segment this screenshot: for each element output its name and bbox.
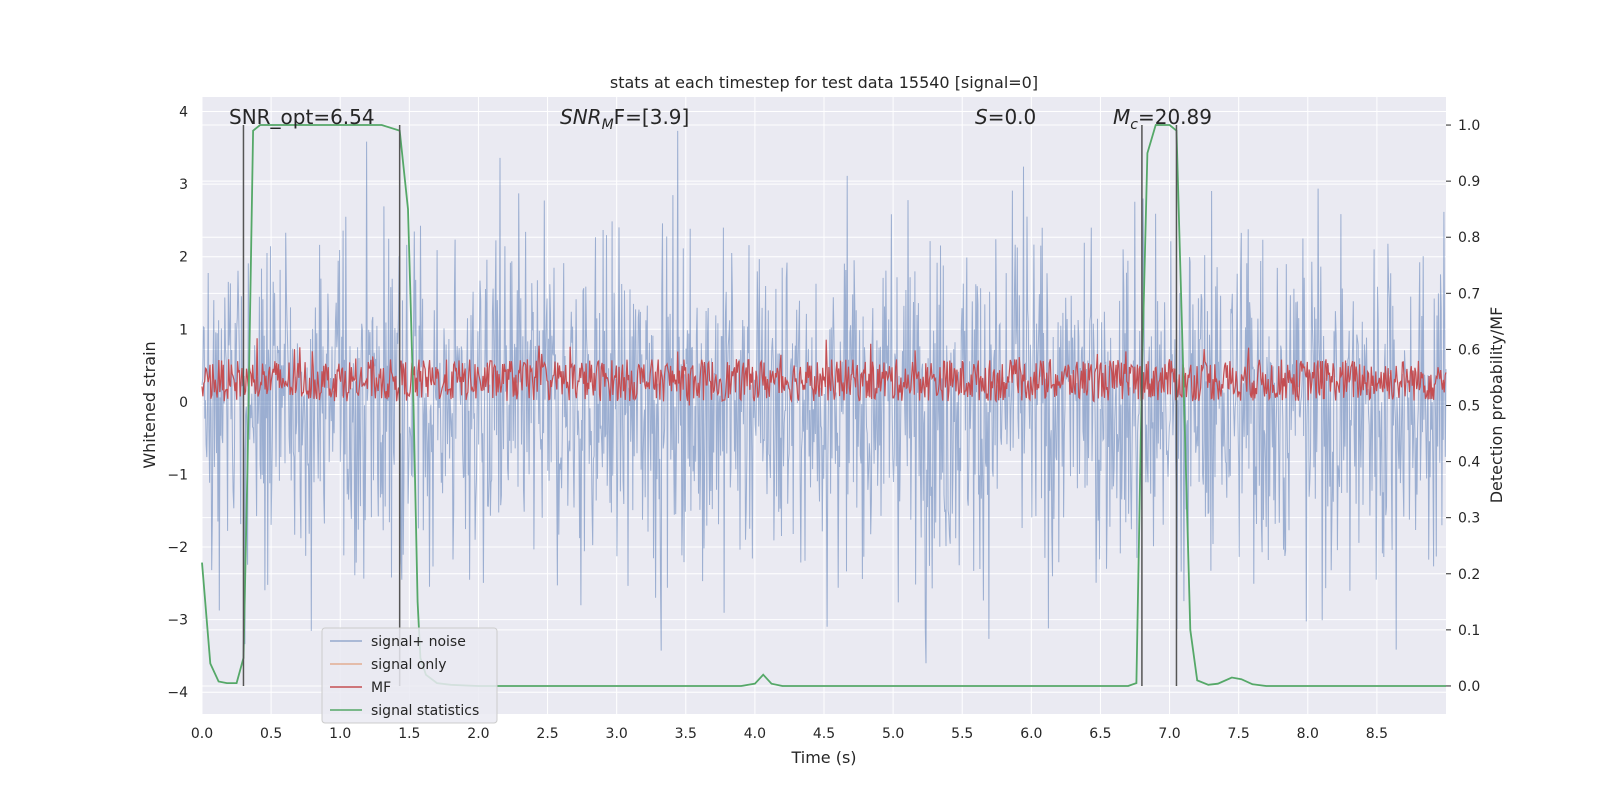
x-tick-label: 5.5	[951, 726, 973, 742]
legend-box	[321, 627, 498, 724]
x-tick-label: 6.5	[1089, 726, 1111, 742]
y-tick-label: −1	[167, 467, 188, 483]
y2-tick-label: 0.4	[1458, 455, 1480, 471]
x-tick-label: 2.5	[536, 726, 558, 742]
series-signal-statistics	[201, 124, 1446, 687]
marker-lines	[242, 125, 1178, 686]
y2-tick-label: 0.3	[1458, 511, 1480, 527]
y-tick-label: −4	[167, 685, 188, 701]
chart-title: stats at each timestep for test data 155…	[610, 73, 1038, 92]
y2-tick-label: 0.1	[1458, 623, 1480, 639]
x-tick-label: 7.0	[1158, 726, 1180, 742]
x-tick-labels: 0.0 0.5 1.0 1.5 2.0 2.5 3.0 3.5 4.0 4.5 5.0 5.5 6.0 6…	[191, 726, 1388, 742]
y2-tick-labels: 0.0 0.1 0.2 0.3 0.4 0.5 0.6 0.7 0.8 0.9 1.0	[1446, 118, 1480, 695]
y2-tick-label: 0.6	[1458, 342, 1480, 358]
plot-area	[201, 124, 1447, 687]
x-tick-label: 8.0	[1297, 726, 1319, 742]
annotations: SNR_opt=6.54 SNRMF=[3.9] S=0.0 Mc=20.89	[229, 105, 1212, 133]
annotation-4: Mc=20.89	[1113, 105, 1212, 133]
y-tick-label: 2	[179, 250, 188, 266]
x-tick-label: 6.0	[1020, 726, 1042, 742]
series-mf	[201, 338, 1447, 406]
x-tick-label: 2.0	[467, 726, 489, 742]
y-tick-labels: −4 −3 −2 −1 0 1 2 3 4	[167, 105, 188, 702]
y-tick-label: 0	[179, 395, 188, 411]
y-tick-label: 1	[179, 322, 188, 338]
legend: signal+ noise signal only MF signal stat…	[321, 627, 498, 724]
y-tick-label: 4	[179, 105, 188, 121]
y2-tick-label: 0.8	[1458, 230, 1480, 246]
x-tick-label: 3.0	[606, 726, 628, 742]
annotation-1: SNR_opt=6.54	[229, 105, 375, 129]
y2-tick-label: 0.0	[1458, 679, 1480, 695]
legend-label-signal-statistics: signal statistics	[371, 703, 479, 719]
x-axis-label: Time (s)	[790, 748, 856, 767]
legend-label-signal-only: signal only	[371, 657, 446, 673]
y2-tick-label: 0.5	[1458, 399, 1480, 415]
legend-label-mf: MF	[371, 680, 391, 696]
x-tick-label: 0.5	[260, 726, 282, 742]
y2-axis-label: Detection probability/MF	[1487, 307, 1506, 504]
x-tick-label: 1.0	[329, 726, 351, 742]
y2-tick-label: 0.7	[1458, 286, 1480, 302]
x-tick-label: 7.5	[1228, 726, 1250, 742]
annotation-3: S=0.0	[975, 105, 1036, 129]
y-axis-label: Whitened strain	[140, 341, 159, 468]
y-tick-label: 3	[179, 177, 188, 193]
y2-tick-label: 0.2	[1458, 567, 1480, 583]
x-tick-label: 8.5	[1366, 726, 1388, 742]
x-tick-label: 4.0	[744, 726, 766, 742]
x-tick-label: 3.5	[675, 726, 697, 742]
legend-label-signal-noise: signal+ noise	[371, 634, 466, 650]
y-tick-label: −3	[167, 613, 188, 629]
x-tick-label: 1.5	[398, 726, 420, 742]
annotation-2: SNRMF=[3.9]	[560, 105, 689, 133]
y-tick-label: −2	[167, 540, 188, 556]
y2-tick-label: 0.9	[1458, 174, 1480, 190]
x-tick-label: 5.0	[882, 726, 904, 742]
y2-tick-label: 1.0	[1458, 118, 1480, 134]
x-tick-label: 4.5	[813, 726, 835, 742]
x-tick-label: 0.0	[191, 726, 213, 742]
series-signal-noise	[201, 130, 1447, 664]
